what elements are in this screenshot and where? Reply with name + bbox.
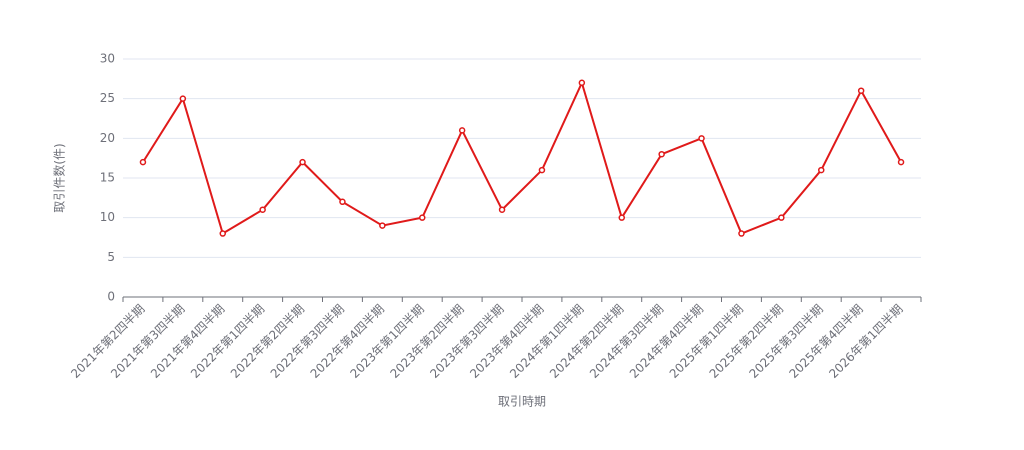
x-tick-label: 2023年第3四半期	[427, 302, 506, 381]
x-tick-label: 2022年第3四半期	[268, 302, 347, 381]
x-tick-label: 2021年第2四半期	[68, 302, 147, 381]
y-tick-label: 30	[100, 52, 115, 66]
y-tick-label: 20	[100, 131, 115, 145]
x-tick-label: 2024年第2四半期	[547, 302, 626, 381]
line	[142, 79, 902, 236]
point	[339, 198, 346, 206]
x-tick-label: 2023年第4四半期	[467, 302, 546, 381]
y-tick-label: 5	[107, 250, 115, 264]
x-axis-label: 取引時期	[498, 395, 546, 409]
y-tick-label: 10	[100, 210, 115, 224]
y-axis-label: 取引件数(件)	[52, 143, 67, 212]
point	[498, 206, 506, 213]
point	[778, 214, 785, 221]
y-tick-label: 25	[100, 91, 115, 105]
x-tick-label: 2024年第1四半期	[507, 302, 586, 381]
point	[419, 214, 426, 221]
point	[259, 206, 266, 213]
x-tick-label: 2022年第2四半期	[228, 302, 307, 381]
point	[179, 95, 187, 102]
point	[897, 158, 905, 166]
point	[538, 166, 546, 174]
point	[618, 214, 625, 221]
x-tick-label: 2022年第1四半期	[188, 302, 267, 381]
point	[139, 158, 147, 166]
point	[379, 222, 386, 229]
x-tick-label: 2025年第4四半期	[786, 302, 865, 381]
point	[299, 158, 306, 166]
point	[818, 166, 825, 174]
x-tick-label: 2024年第3四半期	[587, 302, 666, 381]
point	[698, 135, 705, 142]
x-tick-label: 2021年第3四半期	[108, 302, 187, 381]
point	[578, 79, 586, 87]
point	[738, 230, 745, 237]
x-tick-label: 2025年第3四半期	[747, 302, 826, 381]
x-tick-label: 2023年第1四半期	[348, 302, 427, 381]
x-tick-label: 2021年第4四半期	[148, 302, 227, 381]
point	[658, 150, 665, 158]
point	[219, 230, 226, 237]
x-tick-label: 2023年第2四半期	[387, 302, 466, 381]
x-tick-label: 2025年第2四半期	[707, 302, 786, 381]
x-tick-label: 2026年第1四半期	[826, 302, 905, 381]
y-tick-label: 15	[100, 171, 115, 185]
y-tick-label: 0	[107, 290, 115, 304]
point	[857, 87, 865, 94]
x-tick-label: 2022年第4四半期	[308, 302, 387, 381]
x-tick-label: 2024年第4四半期	[627, 302, 706, 381]
x-tick-label: 2025年第1四半期	[667, 302, 746, 381]
point	[458, 127, 466, 134]
